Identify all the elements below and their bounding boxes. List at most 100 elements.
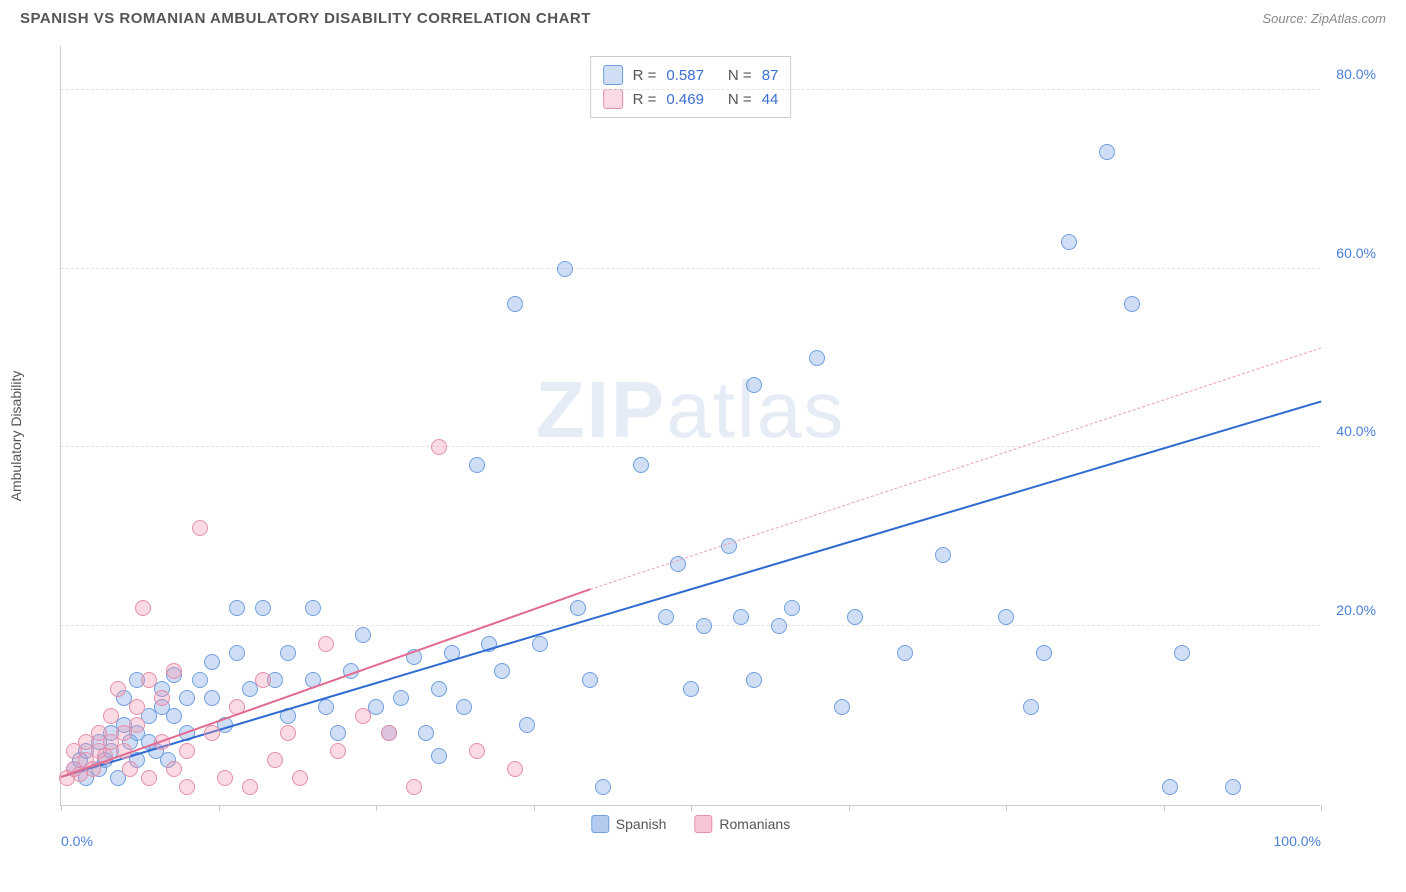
scatter-point: [519, 717, 535, 733]
legend-stats-row: R = 0.469N = 44: [603, 87, 779, 111]
legend-swatch: [603, 89, 623, 109]
scatter-point: [532, 636, 548, 652]
scatter-point: [633, 457, 649, 473]
gridline: [61, 625, 1320, 626]
scatter-point: [204, 690, 220, 706]
stat-r-label: R =: [633, 67, 657, 84]
x-tick: [61, 805, 62, 811]
plot-wrap: Ambulatory Disability ZIPatlas R = 0.587…: [60, 46, 1380, 826]
scatter-point: [393, 690, 409, 706]
scatter-point: [1124, 296, 1140, 312]
scatter-point: [595, 779, 611, 795]
stat-n-value: 87: [762, 67, 779, 84]
scatter-point: [683, 681, 699, 697]
x-tick: [534, 805, 535, 811]
x-tick: [1164, 805, 1165, 811]
scatter-point: [431, 439, 447, 455]
legend-label: Spanish: [616, 816, 667, 832]
scatter-point: [280, 725, 296, 741]
scatter-point: [154, 690, 170, 706]
scatter-point: [456, 699, 472, 715]
scatter-point: [507, 761, 523, 777]
scatter-point: [418, 725, 434, 741]
scatter-point: [406, 779, 422, 795]
scatter-point: [582, 672, 598, 688]
x-tick: [691, 805, 692, 811]
scatter-point: [166, 708, 182, 724]
scatter-point: [431, 748, 447, 764]
scatter-point: [1036, 645, 1052, 661]
y-axis-label: Ambulatory Disability: [8, 371, 24, 502]
scatter-point: [204, 654, 220, 670]
scatter-point: [494, 663, 510, 679]
scatter-point: [1099, 144, 1115, 160]
legend-stats: R = 0.587N = 87R = 0.469N = 44: [590, 56, 792, 118]
x-tick: [1006, 805, 1007, 811]
scatter-point: [1174, 645, 1190, 661]
scatter-point: [998, 609, 1014, 625]
scatter-point: [135, 600, 151, 616]
scatter-point: [166, 761, 182, 777]
y-tick-label: 20.0%: [1336, 602, 1376, 618]
scatter-point: [255, 672, 271, 688]
scatter-point: [141, 770, 157, 786]
watermark: ZIPatlas: [536, 364, 845, 456]
scatter-point: [280, 645, 296, 661]
trend-line: [61, 401, 1322, 778]
scatter-point: [696, 618, 712, 634]
scatter-point: [179, 779, 195, 795]
legend-swatch: [603, 65, 623, 85]
scatter-point: [381, 725, 397, 741]
stat-r-value: 0.469: [666, 91, 704, 108]
scatter-point: [129, 699, 145, 715]
scatter-point: [733, 609, 749, 625]
stat-r-label: R =: [633, 91, 657, 108]
header: SPANISH VS ROMANIAN AMBULATORY DISABILIT…: [0, 0, 1406, 33]
x-tick: [1321, 805, 1322, 811]
y-tick-label: 40.0%: [1336, 423, 1376, 439]
x-tick: [219, 805, 220, 811]
scatter-point: [557, 261, 573, 277]
scatter-point: [746, 377, 762, 393]
trend-line: [590, 348, 1321, 590]
scatter-point: [305, 600, 321, 616]
scatter-point: [129, 717, 145, 733]
legend-swatch: [694, 815, 712, 833]
scatter-point: [746, 672, 762, 688]
scatter-point: [110, 681, 126, 697]
scatter-point: [330, 725, 346, 741]
scatter-point: [292, 770, 308, 786]
legend-stats-row: R = 0.587N = 87: [603, 63, 779, 87]
scatter-point: [242, 779, 258, 795]
legend-item: Spanish: [591, 815, 667, 833]
scatter-point: [1225, 779, 1241, 795]
gridline: [61, 89, 1320, 90]
scatter-point: [103, 708, 119, 724]
scatter-point: [204, 725, 220, 741]
x-tick: [376, 805, 377, 811]
legend-label: Romanians: [719, 816, 790, 832]
scatter-point: [469, 457, 485, 473]
scatter-point: [847, 609, 863, 625]
y-tick-label: 60.0%: [1336, 245, 1376, 261]
scatter-point: [166, 663, 182, 679]
scatter-point: [355, 627, 371, 643]
x-tick: [849, 805, 850, 811]
scatter-point: [897, 645, 913, 661]
scatter-point: [570, 600, 586, 616]
scatter-point: [784, 600, 800, 616]
scatter-point: [431, 681, 447, 697]
plot-area: ZIPatlas R = 0.587N = 87R = 0.469N = 44 …: [60, 46, 1320, 806]
x-tick-label-right: 100.0%: [1274, 833, 1321, 849]
legend-item: Romanians: [694, 815, 790, 833]
y-tick-label: 80.0%: [1336, 66, 1376, 82]
source-credit: Source: ZipAtlas.com: [1262, 11, 1386, 26]
scatter-point: [809, 350, 825, 366]
scatter-point: [141, 672, 157, 688]
scatter-point: [935, 547, 951, 563]
scatter-point: [469, 743, 485, 759]
scatter-point: [192, 672, 208, 688]
scatter-point: [771, 618, 787, 634]
scatter-point: [355, 708, 371, 724]
scatter-point: [255, 600, 271, 616]
